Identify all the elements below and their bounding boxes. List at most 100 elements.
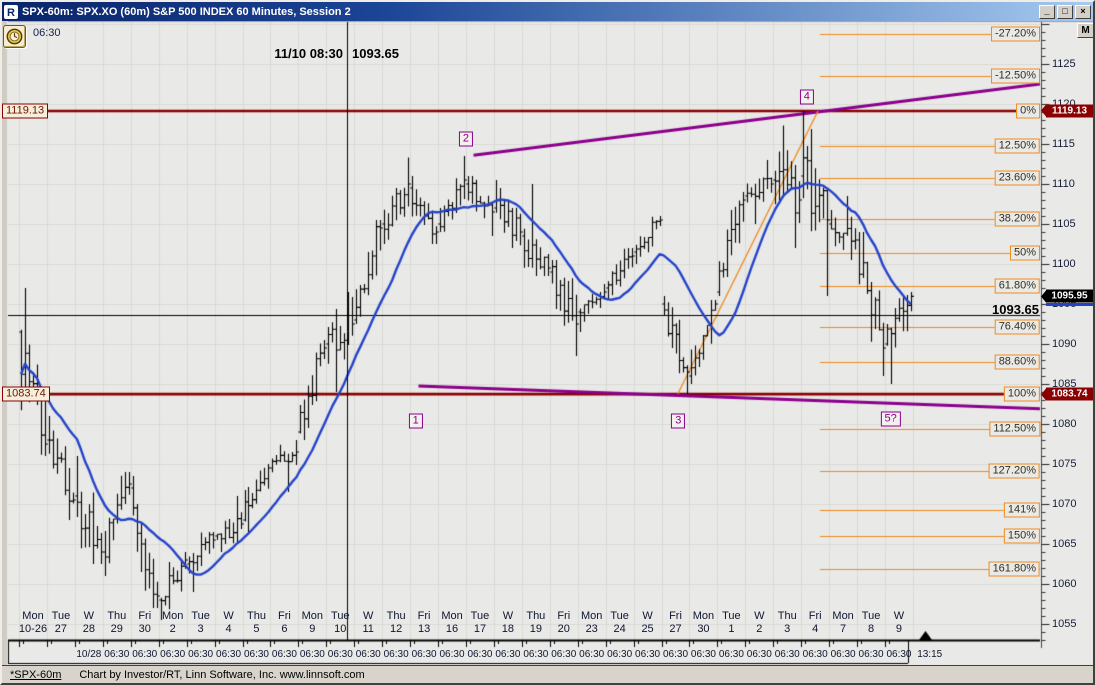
time-axis-label: 06:30	[104, 649, 130, 660]
time-axis-label: 13:15	[917, 649, 943, 660]
day-name-label: Tue	[51, 610, 71, 622]
time-axis-label: 10/28	[76, 649, 102, 660]
price-tick-label: 1115	[1052, 138, 1075, 150]
fib-level-label[interactable]: 127.20%	[988, 463, 1040, 479]
price-tick-label: 1070	[1052, 498, 1077, 510]
day-name-label: Mon	[692, 610, 715, 622]
day-name-label: Mon	[22, 610, 44, 622]
fib-level-label[interactable]: 38.20%	[994, 211, 1040, 227]
last-price-badge: 1095.95	[1041, 289, 1093, 303]
day-name-label: Mon	[580, 610, 603, 622]
minimize-button[interactable]: _	[1039, 4, 1055, 19]
day-date-label: 7	[840, 623, 847, 635]
day-date-label: 8	[867, 623, 875, 635]
day-name-label: W	[754, 610, 765, 622]
badge-arrow-icon	[1041, 290, 1046, 303]
time-axis-label: 06:30	[858, 649, 884, 660]
wave-label[interactable]: 5?	[880, 411, 901, 427]
fib-level-label[interactable]: 88.60%	[994, 354, 1040, 370]
day-name-label: W	[83, 610, 95, 622]
day-name-label: W	[363, 610, 374, 622]
app-icon: R	[4, 4, 18, 19]
wave-label[interactable]: 3	[671, 413, 686, 429]
day-date-label: 6	[281, 623, 288, 635]
day-name-label: Mon	[301, 610, 324, 622]
time-axis-label: 06:30	[327, 649, 353, 660]
session-clock-button[interactable]	[3, 25, 26, 48]
fib-level-label[interactable]: 12.50%	[994, 138, 1040, 154]
day-name-label: W	[223, 610, 234, 622]
time-axis-label: 06:30	[467, 649, 493, 660]
fib-level-label[interactable]: 50%	[1009, 245, 1040, 261]
fib-level-label[interactable]: 61.80%	[994, 278, 1040, 294]
day-date-label: 27	[54, 623, 68, 635]
time-axis-label: 06:30	[188, 649, 214, 660]
fib-level-label[interactable]: 141%	[1003, 502, 1040, 518]
day-date-label: 2	[169, 623, 176, 635]
last-price-underline	[1046, 303, 1093, 307]
fib-level-label[interactable]: 23.60%	[994, 170, 1040, 186]
badge-arrow-icon	[1041, 104, 1046, 117]
time-axis-label: 06:30	[718, 649, 744, 660]
day-date-label: 30	[138, 623, 151, 635]
price-line-label[interactable]: 1119.13	[2, 103, 49, 119]
fib-level-label[interactable]: -12.50%	[991, 68, 1040, 84]
time-axis-label: 06:30	[523, 649, 549, 660]
fib-level-label[interactable]: 0%	[1016, 103, 1040, 119]
price-tick-label: 1125	[1052, 58, 1076, 70]
time-axis-label: 06:30	[579, 649, 605, 660]
day-name-label: Mon	[441, 610, 463, 622]
day-name-label: Fri	[557, 610, 571, 622]
price-tick-label: 1065	[1052, 538, 1077, 550]
day-date-label: 4	[225, 623, 232, 635]
time-axis-label: 06:30	[160, 649, 186, 660]
time-axis-label: 06:30	[411, 649, 437, 660]
time-axis-label: 06:30	[886, 649, 912, 660]
wave-label[interactable]: 2	[458, 131, 474, 147]
day-name-label: Thu	[246, 610, 266, 622]
time-axis-label: 06:30	[216, 649, 242, 660]
fib-level-label[interactable]: 76.40%	[994, 319, 1040, 335]
price-line-label[interactable]: 1083.74	[2, 386, 50, 402]
time-axis-label: 06:30	[132, 649, 158, 660]
time-axis-label: 06:30	[299, 649, 325, 660]
fib-level-label[interactable]: -27.20%	[991, 26, 1040, 42]
fib-level-label[interactable]: 150%	[1003, 528, 1040, 544]
day-date-label: 2	[756, 623, 763, 635]
day-date-label: 18	[501, 623, 515, 635]
wave-label[interactable]: 1	[408, 413, 423, 429]
fib-level-label[interactable]: 100%	[1003, 386, 1040, 402]
badge-arrow-icon	[1041, 388, 1046, 401]
price-line-badge: 1083.74	[1041, 387, 1093, 401]
time-axis-label: 06:30	[635, 649, 661, 660]
close-button[interactable]: ×	[1075, 4, 1091, 19]
chart-tab-label[interactable]: *SPX-60m	[10, 668, 62, 681]
day-date-label: 13	[417, 623, 431, 635]
maximize-button[interactable]: □	[1057, 4, 1073, 19]
fib-level-label[interactable]: 112.50%	[989, 421, 1040, 437]
time-axis-label: 06:30	[551, 649, 577, 660]
day-date-label: 3	[784, 623, 791, 635]
day-name-label: Fri	[669, 610, 682, 622]
marker-mode-button[interactable]: M	[1077, 23, 1094, 38]
price-tick-label: 1080	[1052, 418, 1077, 430]
crosshair-datetime-label: 11/10 08:30	[274, 46, 343, 61]
day-date-label: 24	[613, 623, 626, 635]
wave-label[interactable]: 4	[799, 89, 814, 105]
time-axis-label: 06:30	[439, 649, 465, 660]
price-tick-label: 1085	[1052, 378, 1077, 390]
title-bar[interactable]: R SPX-60m: SPX.XO (60m) S&P 500 INDEX 60…	[2, 2, 1093, 21]
day-name-label: Tue	[470, 610, 490, 622]
day-date-label: 1	[728, 623, 735, 635]
day-name-label: Fri	[808, 610, 822, 622]
time-axis-label: 06:30	[495, 649, 521, 660]
day-date-label: 10-26	[18, 623, 48, 635]
day-date-label: 12	[390, 623, 403, 635]
fib-level-label[interactable]: 161.80%	[988, 561, 1040, 577]
price-tick-label: 1090	[1052, 338, 1077, 350]
day-date-label: 29	[110, 623, 123, 635]
day-name-label: Thu	[386, 610, 406, 622]
